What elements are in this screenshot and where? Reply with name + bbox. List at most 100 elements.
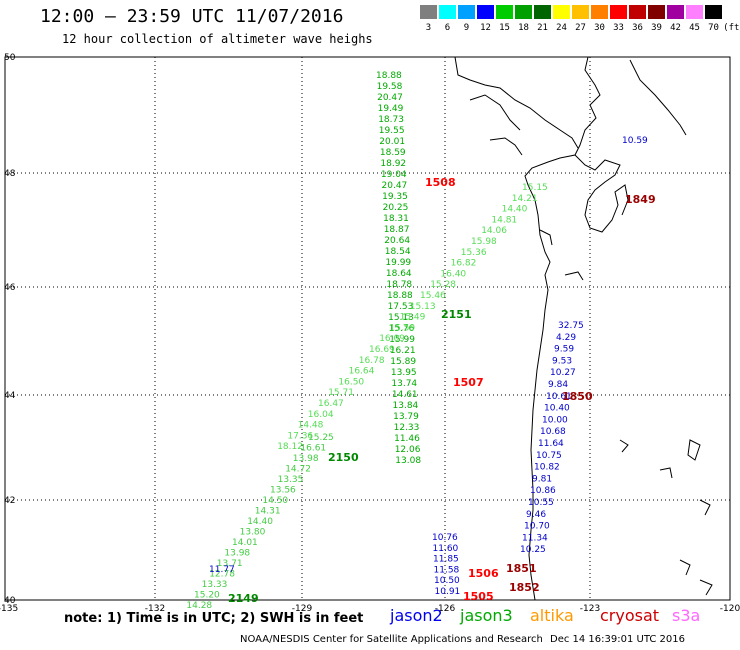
track-id-label: 1850 [562,390,593,403]
lat-tick-label: 40 [4,596,16,606]
wave-height-value: 15.36 [461,248,487,258]
wave-height-value: 18.12 [277,442,303,452]
scale-swatch [686,5,703,19]
track-id-label: 1849 [625,193,656,206]
map-frame [4,56,731,601]
wave-height-value: 16.47 [318,399,344,409]
lon-tick-label: -123 [580,604,600,614]
lat-tick-label: 50 [4,53,16,63]
page-title: 12:00 – 23:59 UTC 11/07/2016 [40,6,344,27]
scale-label: 24 [556,23,567,33]
wave-height-value: 9.81 [532,474,552,484]
scale-swatch [496,5,513,19]
wave-height-value: 19.55 [379,126,405,136]
wave-height-value: 11.85 [433,555,459,565]
lon-tick-label: -132 [145,604,165,614]
wave-height-value: 18.88 [376,71,402,81]
wave-height-value: 14.06 [481,226,507,236]
scale-label: 70 [708,23,719,33]
wave-height-value: 14.40 [502,205,528,215]
wave-height-value: 16.40 [440,269,466,279]
wave-height-value: 16.64 [349,367,375,377]
scale-swatch [420,5,437,19]
track-id-label: 1506 [468,567,499,580]
wave-height-value: 15.99 [389,335,415,345]
wave-height-value: 16.04 [308,410,334,420]
wave-height-value: 17.36 [287,431,313,441]
wave-height-value: 10.70 [524,522,550,532]
scale-label: 39 [651,23,662,33]
wave-height-value: 19.35 [382,192,408,202]
wave-height-value: 10.59 [622,136,648,146]
wave-height-value: 16.69 [369,345,395,355]
wave-height-value: 9.84 [548,380,568,390]
wave-height-value: 10.75 [536,451,562,461]
wave-height-value: 11.34 [522,533,548,543]
scale-swatch [458,5,475,19]
wave-height-value: 13.84 [393,401,419,411]
track-id-label: 1508 [425,176,456,189]
wave-height-value: 14.72 [285,465,311,475]
wave-height-value: 20.01 [379,137,405,147]
scale-swatch [572,5,589,19]
lon-tick-label: -135 [0,604,18,614]
wave-height-value: 20.47 [377,93,403,103]
wave-height-value: 17.53 [388,302,414,312]
wave-height-value: 11.64 [538,439,564,449]
wave-height-value: 18.54 [385,247,411,257]
wave-height-value: 13.08 [395,456,421,466]
wave-height-value: 18.87 [384,225,410,235]
lat-tick-label: 44 [4,391,16,401]
scale-label: 12 [480,23,491,33]
wave-height-value: 12.33 [394,423,420,433]
track-id-label: 1507 [453,376,484,389]
scale-label: 3 [425,23,432,33]
wave-height-value: 15.13 [410,302,436,312]
wave-height-value: 15.15 [522,183,548,193]
wave-height-value: 14.28 [186,601,212,611]
wave-height-value: 13.71 [217,559,243,569]
lon-tick-label: -129 [292,604,313,614]
wave-height-value: 15.46 [420,291,446,301]
scale-label: 6 [444,23,451,33]
wave-height-value: 13.33 [202,580,228,590]
track-id-label: 1851 [506,562,537,575]
generation-timestamp: Dec 14 16:39:01 UTC 2016 [550,634,685,645]
wave-height-value: 10.40 [544,404,570,414]
wave-height-value: 13.98 [224,549,250,559]
wave-height-value: 19.99 [385,258,411,268]
wave-height-value: 9.59 [554,345,574,355]
wave-height-value: 11.46 [394,434,420,444]
wave-height-value: 14.61 [392,390,418,400]
wave-height-value: 13.79 [393,412,419,422]
wave-height-value: 13.80 [240,528,266,538]
wave-height-value: 20.64 [384,236,410,246]
wave-height-value: 19.58 [377,82,403,92]
wave-height-value: 13.35 [278,475,304,485]
units-note: note: 1) Time is in UTC; 2) SWH is in fe… [64,611,364,626]
scale-label: 36 [632,23,643,33]
track-id-label: 2150 [328,451,359,464]
legend-jason3: jason3 [460,606,513,625]
lon-tick-label: -126 [435,604,456,614]
wave-height-value: 14.31 [255,507,281,517]
scale-swatch [591,5,608,19]
scale-label: 45 [689,23,700,33]
scale-swatch [610,5,627,19]
wave-height-value: 18.92 [380,159,406,169]
wave-height-value: 15.89 [390,357,416,367]
scale-unit: (ft) [723,23,740,33]
wave-height-value: 16.78 [359,356,385,366]
scale-swatch [648,5,665,19]
wave-height-value: 18.88 [387,291,413,301]
track-id-label: 2151 [441,308,472,321]
wave-height-value: 18.59 [380,148,406,158]
wave-height-value: 15.71 [328,388,354,398]
wave-height-value: 16.61 [300,444,326,454]
wave-height-value: 20.47 [382,181,408,191]
legend-cryosat: cryosat [600,606,660,625]
track-id-label: 1852 [509,581,540,594]
scale-label: 18 [518,23,529,33]
wave-height-value: 14.21 [512,194,538,204]
